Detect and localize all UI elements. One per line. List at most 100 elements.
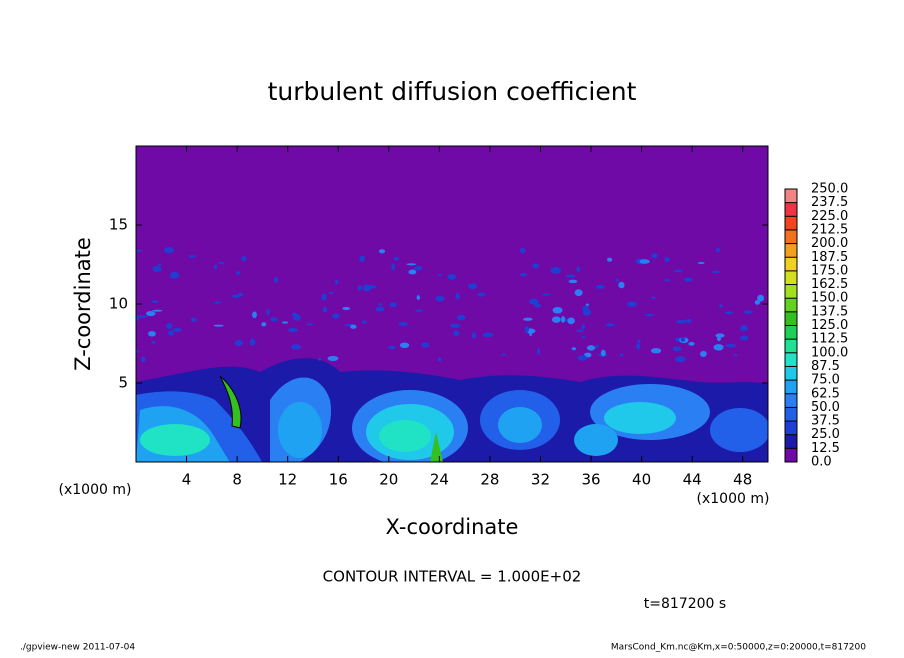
field-blob xyxy=(715,248,721,253)
colorbar-label: 225.0 xyxy=(811,209,848,224)
field-blob xyxy=(281,321,289,324)
colorbar-label: 62.5 xyxy=(811,386,840,401)
field-blob xyxy=(585,303,589,307)
field-blob xyxy=(342,306,351,311)
colorbar-bin xyxy=(785,407,797,422)
colorbar-bin xyxy=(785,434,797,449)
x-tick-label: 32 xyxy=(531,471,550,489)
y-tick-label: 15 xyxy=(109,216,128,234)
y-unit: (x1000 m) xyxy=(59,482,132,498)
field-blob xyxy=(576,266,581,272)
field-blob xyxy=(500,353,507,356)
field-blob xyxy=(615,278,619,282)
field-blob xyxy=(173,327,182,333)
field-blob xyxy=(236,271,241,275)
field-blob xyxy=(414,309,424,312)
field-blob xyxy=(379,420,431,452)
field xyxy=(136,247,768,462)
field-blob xyxy=(234,339,244,347)
field-blob xyxy=(716,336,721,342)
field-blob xyxy=(449,323,461,328)
colorbar-label: 237.5 xyxy=(811,195,848,210)
field-blob xyxy=(359,255,365,262)
field-blob xyxy=(697,262,705,265)
x-tick-label: 36 xyxy=(581,471,600,489)
colorbar-bin xyxy=(785,298,797,312)
field-blob xyxy=(680,337,686,342)
field-blob xyxy=(157,263,162,267)
field-blob xyxy=(398,322,408,327)
field-blob xyxy=(605,323,616,327)
field-blob xyxy=(718,304,723,308)
field-blob xyxy=(498,407,542,443)
field-blob xyxy=(140,424,210,456)
field-blob xyxy=(536,348,541,355)
colorbar-bin xyxy=(785,352,797,367)
chart-title: turbulent diffusion coefficient xyxy=(268,77,637,106)
field-blob xyxy=(328,291,334,294)
field-blob xyxy=(574,424,618,456)
field-blob xyxy=(152,309,163,312)
x-tick-label: 24 xyxy=(430,471,449,489)
colorbar-bin xyxy=(785,421,797,435)
colorbar-label: 112.5 xyxy=(811,332,848,347)
field-blob xyxy=(457,314,466,321)
colorbar-bin xyxy=(785,339,797,353)
field-blob xyxy=(618,281,625,289)
field-blob xyxy=(399,342,410,349)
x-unit: (x1000 m) xyxy=(697,491,770,507)
colorbar-bin xyxy=(785,229,797,244)
field-blob xyxy=(524,326,529,333)
field-blob xyxy=(700,350,707,358)
x-tick-label: 20 xyxy=(379,471,398,489)
y-tick-label: 10 xyxy=(109,295,128,313)
axes xyxy=(136,146,768,462)
colorbar-bin xyxy=(785,243,797,258)
field-blob xyxy=(595,344,599,349)
field-blob xyxy=(151,300,159,304)
x-tick-label: 4 xyxy=(182,471,192,489)
x-tick-label: 28 xyxy=(480,471,499,489)
field-blob xyxy=(596,284,605,289)
field-blob xyxy=(550,267,562,274)
y-tick-label: 5 xyxy=(118,374,128,392)
field-blob xyxy=(520,247,526,254)
field-blob xyxy=(213,301,221,304)
field-blob xyxy=(378,249,386,254)
field-blob xyxy=(148,331,156,337)
field-blob xyxy=(651,296,656,299)
field-blob xyxy=(166,322,173,329)
field-blob xyxy=(650,347,662,354)
colorbar-bin xyxy=(785,393,797,408)
field-blob xyxy=(361,320,367,324)
contour-interval: CONTOUR INTERVAL = 1.000E+02 xyxy=(323,568,582,586)
colorbar-bin xyxy=(785,311,797,326)
footer-left: ./gpview-new 2011-07-04 xyxy=(20,643,135,653)
field-blob xyxy=(664,278,670,282)
field-blob xyxy=(357,285,363,291)
field-blob xyxy=(447,273,457,280)
field-blob xyxy=(675,356,686,363)
field-blob xyxy=(577,355,588,361)
field-blob xyxy=(261,322,267,327)
field-blob xyxy=(318,358,322,361)
field-blob xyxy=(213,324,224,327)
field-blob xyxy=(218,261,225,264)
y-axis-label: Z-coordinate xyxy=(71,237,95,371)
field-blob xyxy=(350,324,357,329)
colorbar-bin xyxy=(785,257,797,271)
field-blob xyxy=(334,279,339,284)
field-blob xyxy=(675,320,687,324)
field-blob xyxy=(571,347,577,351)
colorbar-bin xyxy=(785,325,797,340)
field-blob xyxy=(744,310,753,314)
colorbar-label: 137.5 xyxy=(811,304,848,319)
colorbar-label: 75.0 xyxy=(811,373,840,388)
field-blob xyxy=(673,269,683,273)
field-blob xyxy=(541,293,550,296)
field-blob xyxy=(712,270,721,274)
field-blob xyxy=(651,253,658,259)
field-blob xyxy=(327,355,339,361)
field-blob xyxy=(551,316,561,323)
field-blob xyxy=(532,263,539,269)
